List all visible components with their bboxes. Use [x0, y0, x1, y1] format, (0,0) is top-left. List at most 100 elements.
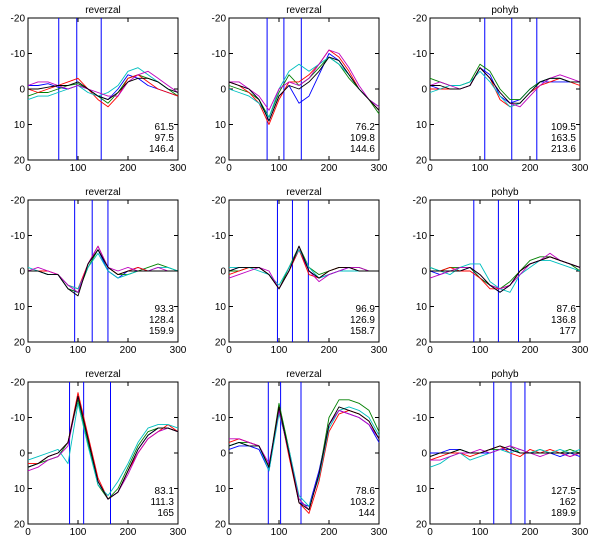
x-tick-label: 300 — [572, 527, 589, 538]
x-tick-label: 0 — [25, 163, 31, 174]
latency-value: 93.3 — [155, 304, 175, 315]
chart-title: pohyb — [491, 369, 519, 380]
chart-title: reverzal — [85, 187, 121, 198]
y-tick-label: -10 — [11, 49, 26, 60]
y-tick-label: 20 — [215, 520, 227, 531]
latency-value: 111.3 — [150, 497, 174, 508]
latency-value: 146.4 — [149, 144, 174, 155]
latency-value: 189.9 — [551, 508, 576, 519]
y-tick-label: 20 — [14, 520, 26, 531]
x-tick-label: 200 — [120, 527, 137, 538]
x-tick-label: 100 — [271, 345, 288, 356]
series-line-magenta — [229, 409, 380, 511]
y-tick-label: 0 — [19, 267, 25, 278]
x-tick-label: 300 — [170, 345, 187, 356]
y-tick-label: -10 — [11, 413, 26, 424]
series-line-magenta — [27, 245, 178, 293]
series-line-red — [27, 74, 179, 108]
latency-value: 103.2 — [350, 497, 375, 508]
y-tick-label: -10 — [212, 231, 227, 242]
y-tick-label: -10 — [413, 49, 428, 60]
y-tick-label: -20 — [212, 378, 227, 389]
latency-value: 177 — [559, 326, 576, 337]
chart-title: reverzal — [85, 5, 121, 16]
series-line-black — [430, 67, 580, 104]
y-tick-label: -20 — [413, 14, 428, 25]
x-tick-label: 300 — [170, 527, 187, 538]
y-tick-label: 0 — [421, 85, 427, 96]
latency-value: 158.7 — [350, 326, 375, 337]
y-tick-label: -10 — [11, 231, 26, 242]
plot-frame — [27, 17, 179, 161]
x-tick-label: 0 — [25, 527, 31, 538]
y-tick-label: 10 — [14, 120, 26, 131]
latency-value: 109.8 — [350, 133, 375, 144]
series-line-magenta — [229, 49, 380, 111]
x-tick-label: 100 — [472, 527, 489, 538]
x-tick-label: 300 — [170, 163, 187, 174]
y-tick-label: 0 — [220, 85, 226, 96]
y-tick-label: 20 — [14, 338, 26, 349]
x-tick-label: 200 — [522, 163, 539, 174]
x-tick-label: 0 — [427, 345, 433, 356]
latency-value: 165 — [157, 508, 174, 519]
y-tick-label: -20 — [11, 196, 26, 207]
chart-title: reverzal — [286, 369, 322, 380]
y-tick-label: 0 — [220, 449, 226, 460]
y-tick-label: -10 — [212, 413, 227, 424]
series-line-black — [228, 56, 380, 122]
y-tick-label: 10 — [14, 484, 26, 495]
y-tick-label: -10 — [413, 413, 428, 424]
series-line-black — [228, 406, 380, 511]
series-line-magenta — [27, 70, 179, 97]
x-tick-label: 0 — [226, 163, 232, 174]
latency-value: 83.1 — [155, 486, 175, 497]
latency-value: 162 — [559, 497, 576, 508]
latency-value: 109.5 — [551, 122, 576, 133]
latency-value: 127.5 — [551, 486, 576, 497]
series-line-black — [28, 249, 178, 297]
plot-frame — [228, 17, 380, 161]
x-tick-label: 200 — [321, 527, 338, 538]
y-tick-label: -10 — [212, 49, 227, 60]
latency-value: 126.9 — [350, 315, 375, 326]
x-tick-label: 300 — [572, 345, 589, 356]
x-tick-label: 0 — [427, 527, 433, 538]
y-tick-label: 10 — [416, 120, 428, 131]
y-tick-label: 0 — [19, 85, 25, 96]
x-tick-label: 0 — [226, 345, 232, 356]
series-line-black — [28, 77, 179, 101]
latency-value: 78.6 — [356, 486, 376, 497]
y-tick-label: 10 — [416, 484, 428, 495]
chart-title: pohyb — [491, 5, 519, 16]
y-tick-label: -10 — [413, 231, 428, 242]
series-line-black — [27, 395, 179, 500]
y-tick-label: 20 — [215, 156, 227, 167]
x-tick-label: 200 — [321, 345, 338, 356]
latency-value: 61.5 — [155, 122, 175, 133]
x-tick-label: 200 — [321, 163, 338, 174]
series-line-black — [430, 256, 581, 293]
y-tick-label: 0 — [421, 267, 427, 278]
latency-value: 136.8 — [551, 315, 576, 326]
y-tick-label: 10 — [215, 484, 227, 495]
chart-title: pohyb — [491, 187, 519, 198]
y-tick-label: 0 — [421, 449, 427, 460]
x-tick-label: 100 — [70, 527, 87, 538]
y-tick-label: 20 — [14, 156, 26, 167]
y-tick-label: -20 — [11, 378, 26, 389]
chart-title: reverzal — [286, 187, 322, 198]
y-tick-label: -20 — [212, 14, 227, 25]
latency-value: 97.5 — [155, 133, 175, 144]
y-tick-label: 20 — [416, 338, 428, 349]
latency-value: 213.6 — [551, 144, 576, 155]
x-tick-label: 100 — [472, 345, 489, 356]
latency-value: 144 — [358, 508, 375, 519]
latency-value: 163.5 — [551, 133, 576, 144]
x-tick-label: 0 — [25, 345, 31, 356]
